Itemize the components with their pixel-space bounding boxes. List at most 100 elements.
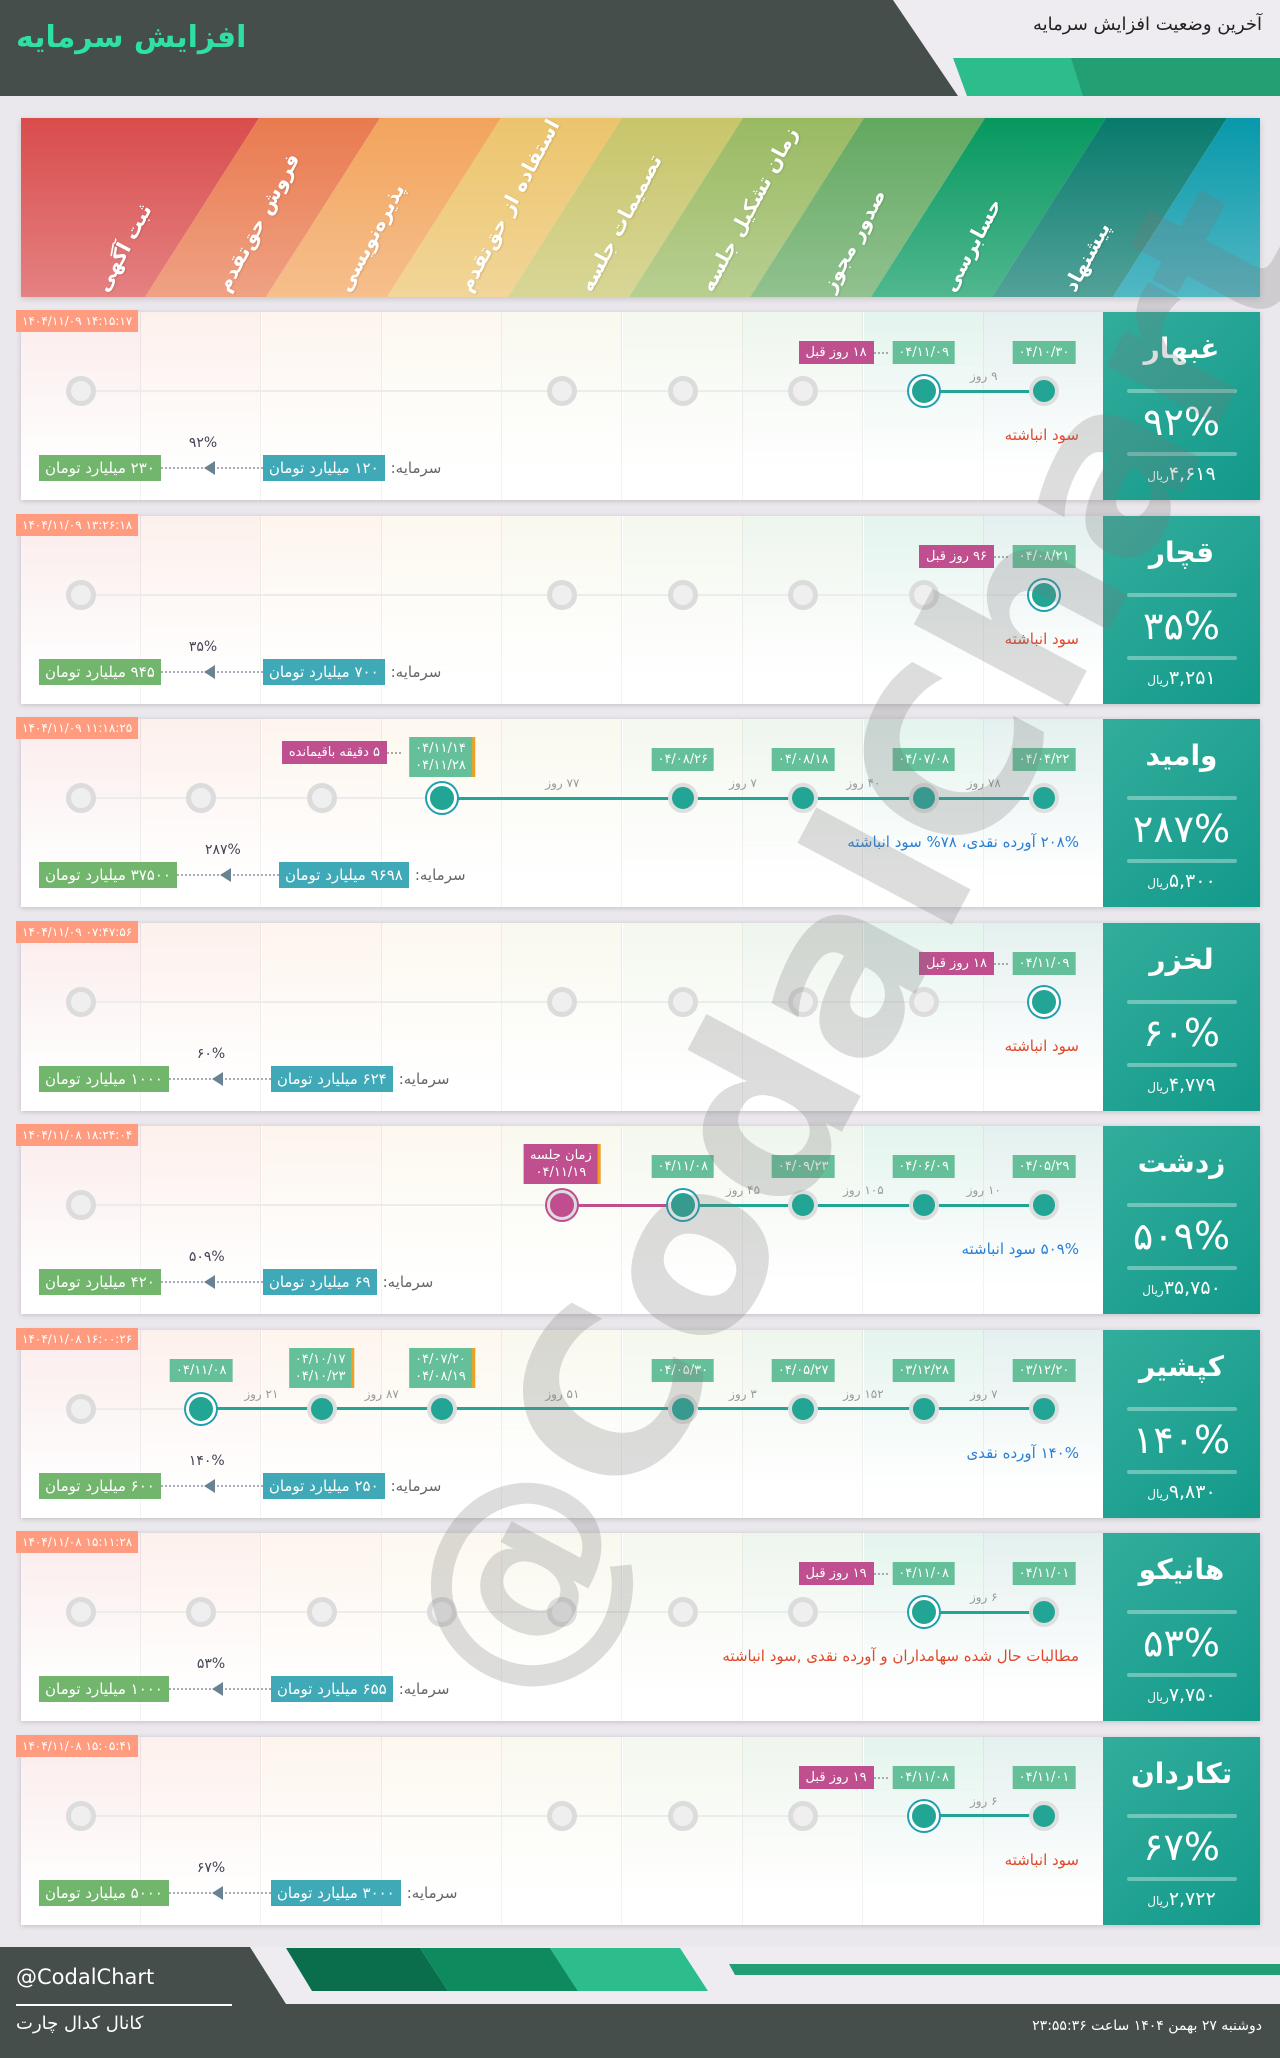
stage-node-done[interactable] — [1029, 376, 1059, 406]
symbol-panel[interactable]: تکاردان ۶۷% ۲,۷۲۲ریال — [1103, 1736, 1260, 1925]
capital-change: ۱۰۰۰ میلیارد تومان ۵۳% ۶۵۵ میلیارد تومان سر… — [39, 1656, 449, 1702]
stage-node-current[interactable] — [1029, 986, 1059, 1017]
stage-node-gray[interactable] — [65, 1393, 96, 1424]
update-timestamp: ۱۴۰۴/۱۱/۰۹ ۱۳:۲۶:۱۸ — [16, 513, 139, 536]
stage-node-current[interactable] — [186, 1393, 217, 1424]
stage-node-done[interactable] — [306, 1393, 337, 1424]
stage-node-gray[interactable] — [186, 783, 217, 813]
stage-node-gray[interactable] — [667, 376, 698, 406]
price-value: ۳,۲۵۱ — [1168, 666, 1216, 689]
share-price: ۵,۳۰۰ریال — [1103, 870, 1260, 892]
stage-node-done[interactable] — [427, 1393, 457, 1424]
stage-node-gray[interactable] — [788, 986, 819, 1017]
stage-node-gray[interactable] — [65, 1597, 96, 1627]
stage-date: ۰۴/۱۱/۰۸ — [892, 1765, 955, 1789]
stage-node-done[interactable] — [1029, 1597, 1059, 1627]
stage-node-done[interactable] — [788, 783, 819, 813]
stage-date: ۰۴/۰۴/۲۲ — [1012, 748, 1076, 771]
share-price: ۴,۷۷۹ریال — [1103, 1074, 1260, 1096]
stage-node-gray[interactable] — [667, 1597, 698, 1627]
symbol-panel[interactable]: کپشیر ۱۴۰% ۹,۸۳۰ریال — [1103, 1329, 1260, 1518]
symbol-name[interactable]: زدشت — [1137, 1146, 1226, 1179]
channel-handle: @CodalChart — [16, 1965, 155, 1989]
stage-node-gray[interactable] — [667, 1800, 698, 1831]
symbol-panel[interactable]: وامید ۲۸۷% ۵,۳۰۰ریال — [1103, 719, 1260, 907]
capital-after: ۲۳۰ میلیارد تومان — [39, 455, 161, 481]
stage-node-current[interactable] — [908, 376, 939, 406]
stage-node-current[interactable] — [667, 1190, 698, 1220]
stage-node-gray[interactable] — [547, 376, 578, 406]
stage-node-done[interactable] — [788, 1190, 819, 1220]
symbol-panel[interactable]: لخزر ۶۰% ۴,۷۷۹ریال — [1103, 922, 1260, 1111]
stage-date-line: ۰۳/۱۲/۲۰ — [1018, 1362, 1070, 1378]
capital-before: ۱۲۰ میلیارد تومان — [262, 455, 385, 481]
stage-node-gray[interactable] — [908, 579, 939, 610]
symbol-name[interactable]: هانیکو — [1138, 1553, 1225, 1586]
stage-node-done[interactable] — [1029, 1190, 1059, 1220]
stage-date-line: ۰۴/۰۶/۰۹ — [898, 1159, 949, 1174]
price-value: ۵,۳۰۰ — [1168, 870, 1216, 892]
stage-date-line: ۰۴/۰۸/۲۶ — [657, 752, 709, 767]
stage-node-done[interactable] — [667, 783, 698, 813]
stage-node-current[interactable] — [1029, 579, 1059, 610]
panel-divider — [1127, 452, 1237, 456]
stage-column — [502, 1329, 623, 1518]
symbol-panel[interactable]: غبهار ۹۲% ۴,۶۱۹ریال — [1103, 312, 1260, 500]
symbol-name[interactable]: قچار — [1148, 535, 1215, 569]
stage-node-pink[interactable] — [547, 1190, 578, 1220]
stage-node-gray[interactable] — [306, 783, 337, 813]
symbol-panel[interactable]: قچار ۳۵% ۳,۲۵۱ریال — [1103, 515, 1260, 704]
stage-node-gray[interactable] — [65, 1190, 96, 1220]
stage-node-current[interactable] — [908, 1800, 939, 1831]
stage-node-gray[interactable] — [65, 783, 96, 813]
stage-node-done[interactable] — [908, 783, 939, 813]
stage-node-gray[interactable] — [547, 986, 578, 1017]
stage-node-done[interactable] — [788, 1393, 819, 1424]
stage-date-line: ۰۴/۰۴/۲۲ — [1018, 752, 1070, 767]
channel-name: کانال کدال چارت — [16, 2013, 144, 2034]
price-value: ۲,۷۲۲ — [1168, 1887, 1216, 1910]
stage-node-gray[interactable] — [547, 579, 578, 610]
stage-node-gray[interactable] — [65, 579, 96, 610]
stage-node-done[interactable] — [908, 1190, 939, 1220]
gap-days-label: ۶ روز — [969, 1793, 998, 1808]
stage-node-gray[interactable] — [547, 1597, 578, 1627]
stage-node-gray[interactable] — [65, 376, 96, 406]
stage-node-done[interactable] — [667, 1393, 698, 1424]
stage-node-current[interactable] — [427, 783, 457, 813]
capital-arrow: ۳۵% — [160, 639, 263, 685]
symbol-name[interactable]: تکاردان — [1130, 1756, 1233, 1790]
capital-increase-card: ۷۸ روز ۴۰ روز ۷ روز ۷۷ روز ۰۴/۰۴/۲۲ ۰۴/۰۷/۰۸ ۰… — [16, 717, 1260, 907]
capital-before: ۶۵۵ میلیارد تومان — [270, 1676, 393, 1702]
stage-node-gray[interactable] — [908, 986, 939, 1017]
stage-node-current[interactable] — [908, 1597, 939, 1627]
stage-node-done[interactable] — [1029, 783, 1059, 813]
symbol-name[interactable]: کپشیر — [1138, 1349, 1225, 1383]
symbol-name[interactable]: غبهار — [1143, 332, 1220, 365]
stage-node-done[interactable] — [1029, 1393, 1059, 1424]
stage-node-gray[interactable] — [65, 1800, 96, 1831]
price-value: ۳۵,۷۵۰ — [1163, 1277, 1221, 1299]
stage-node-gray[interactable] — [788, 579, 819, 610]
capital-increase-card: ۷ روز ۱۵۲ روز ۳ روز ۵۱ روز ۸۷ روز ۲۱ روز ۰۳/۱۲… — [16, 1327, 1260, 1518]
gap-days-label: ۷۸ روز — [966, 776, 1001, 790]
stage-node-gray[interactable] — [667, 579, 698, 610]
symbol-name[interactable]: وامید — [1145, 739, 1218, 772]
stage-node-done[interactable] — [1029, 1800, 1059, 1831]
panel-divider — [1127, 1266, 1237, 1270]
stage-node-gray[interactable] — [667, 986, 698, 1017]
symbol-name[interactable]: لخزر — [1149, 942, 1214, 976]
stage-node-gray[interactable] — [427, 1597, 457, 1627]
stage-node-gray[interactable] — [186, 1597, 217, 1627]
stage-node-done[interactable] — [908, 1393, 939, 1424]
symbol-panel[interactable]: زدشت ۵۰۹% ۳۵,۷۵۰ریال — [1103, 1126, 1260, 1314]
symbol-panel[interactable]: هانیکو ۵۳% ۷,۷۵۰ریال — [1103, 1533, 1260, 1721]
timeline-progress — [923, 389, 1044, 393]
stage-node-gray[interactable] — [547, 1800, 578, 1831]
stage-node-gray[interactable] — [306, 1597, 337, 1627]
stage-node-gray[interactable] — [65, 986, 96, 1017]
stage-node-gray[interactable] — [788, 1597, 819, 1627]
stage-node-gray[interactable] — [788, 1800, 819, 1831]
badge-connector — [873, 1573, 888, 1575]
stage-node-gray[interactable] — [788, 376, 819, 406]
